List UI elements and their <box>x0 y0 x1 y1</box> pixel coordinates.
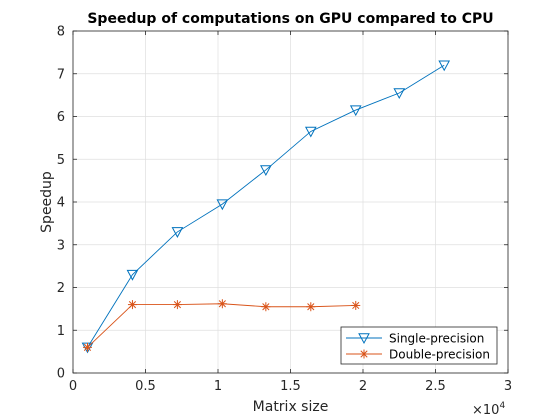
legend-marker-double-precision <box>359 349 369 359</box>
data-point-single-precision <box>304 126 317 138</box>
y-tick-label: 1 <box>57 324 65 339</box>
data-point-single-precision <box>171 227 184 238</box>
y-tick-label: 0 <box>57 367 65 382</box>
x-tick-label: 3 <box>504 379 512 394</box>
x-axis: 0 0.5 1 1.5 2 2.5 3 <box>69 31 512 394</box>
series-line-single-precision <box>87 64 445 348</box>
x-exponent-base: ×10 <box>472 403 499 418</box>
y-tick-label: 3 <box>57 238 65 253</box>
y-tick-label: 8 <box>57 25 65 40</box>
y-axis-label: Speedup <box>39 171 55 233</box>
data-point-single-precision <box>393 88 406 100</box>
x-tick-label: 1 <box>214 379 222 394</box>
series-line-double-precision <box>87 303 356 348</box>
y-axis: 0 1 2 3 4 5 6 7 8 <box>57 25 508 382</box>
data-point-double-precision <box>127 300 137 310</box>
data-point-double-precision <box>217 299 227 309</box>
data-point-single-precision <box>349 105 362 117</box>
x-axis-label: Matrix size <box>253 399 329 415</box>
data-point-double-precision <box>261 302 271 312</box>
x-tick-label: 0 <box>69 379 77 394</box>
x-tick-label: 2 <box>359 379 367 394</box>
data-point-double-precision <box>351 300 361 310</box>
y-tick-label: 5 <box>57 153 65 168</box>
data-point-double-precision <box>83 342 92 352</box>
legend: Single-precision Double-precision <box>340 326 498 365</box>
data-point-single-precision <box>126 269 139 281</box>
legend-marker-single-precision <box>358 333 370 345</box>
legend-box <box>340 326 498 365</box>
x-tick-label: 0.5 <box>135 379 156 394</box>
x-axis-exponent: ×104 <box>472 401 505 418</box>
chart-title: Speedup of computations on GPU compared … <box>87 11 493 27</box>
x-tick-label: 2.5 <box>425 379 446 394</box>
y-tick-label: 6 <box>57 110 65 125</box>
data-point-single-precision <box>438 60 451 72</box>
x-tick-label: 1.5 <box>280 379 301 394</box>
y-tick-label: 4 <box>57 196 65 211</box>
grid-lines <box>72 30 509 374</box>
data-point-double-precision <box>306 302 316 312</box>
y-tick-label: 7 <box>57 67 65 82</box>
data-point-single-precision <box>260 165 272 176</box>
x-exponent-power: 4 <box>499 401 505 411</box>
y-tick-label: 2 <box>57 281 65 296</box>
legend-label-double-precision: Double-precision <box>389 348 490 362</box>
data-point-double-precision <box>172 300 182 310</box>
legend-label-single-precision: Single-precision <box>389 332 484 346</box>
data-point-single-precision <box>216 199 229 211</box>
plot-area <box>81 60 451 354</box>
